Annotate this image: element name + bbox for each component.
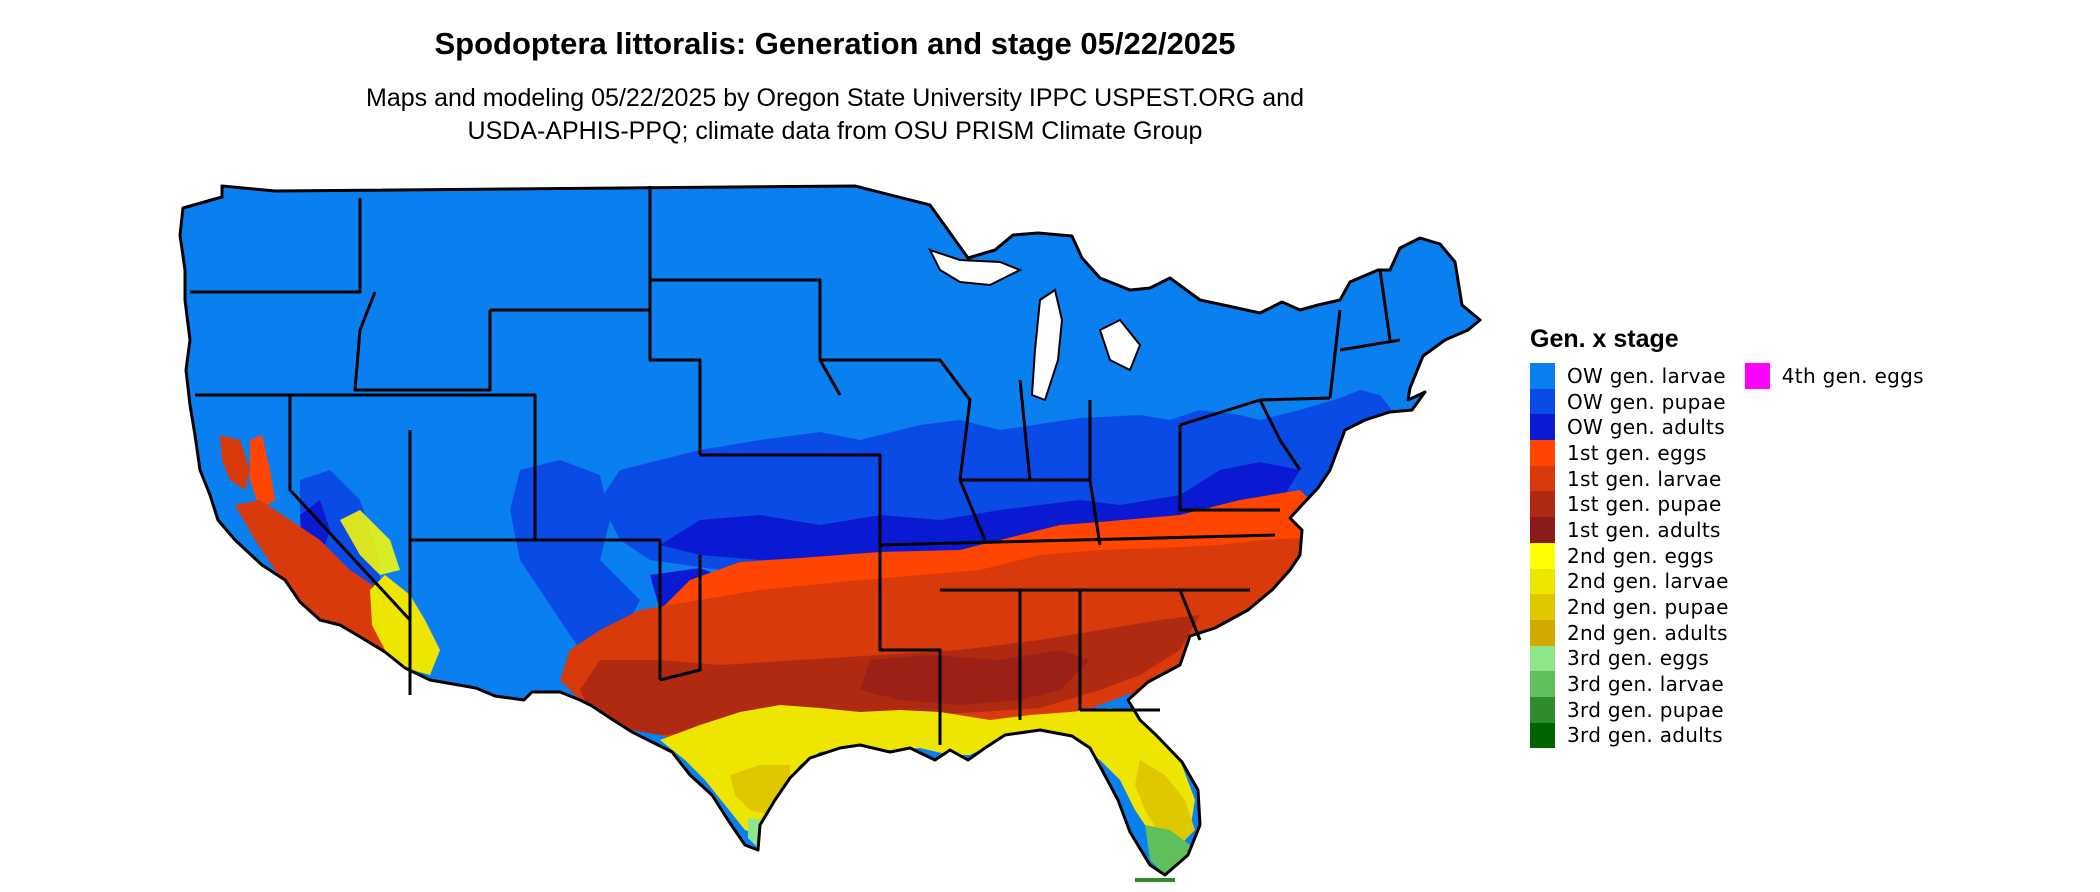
legend-swatch bbox=[1530, 491, 1555, 518]
legend-columns: OW gen. larvae OW gen. pupae OW gen. adu… bbox=[1530, 363, 1924, 749]
legend-swatch bbox=[1530, 363, 1555, 389]
legend-swatch bbox=[1530, 645, 1555, 672]
legend-item: 4th gen. eggs bbox=[1744, 363, 1924, 389]
legend-swatch bbox=[1744, 363, 1770, 389]
legend-label: 3rd gen. adults bbox=[1567, 723, 1723, 748]
legend-label: 1st gen. larvae bbox=[1567, 466, 1722, 491]
map-subtitle-line-2: USDA-APHIS-PPQ; climate data from OSU PR… bbox=[467, 117, 1203, 145]
legend-item: 2nd gen. larvae bbox=[1530, 568, 1729, 595]
legend-item: OW gen. pupae bbox=[1530, 388, 1729, 415]
legend-label: 2nd gen. pupae bbox=[1567, 595, 1729, 620]
legend: Gen. x stage OW gen. larvae OW gen. pupa… bbox=[1530, 325, 1924, 749]
legend-item: 1st gen. adults bbox=[1530, 517, 1729, 543]
legend-label: OW gen. adults bbox=[1567, 415, 1725, 440]
legend-item: 1st gen. pupae bbox=[1530, 491, 1729, 518]
legend-item: 1st gen. larvae bbox=[1530, 465, 1729, 492]
legend-item: OW gen. adults bbox=[1530, 414, 1729, 441]
legend-label: 1st gen. eggs bbox=[1567, 440, 1707, 465]
legend-swatch bbox=[1530, 414, 1555, 441]
legend-label: OW gen. pupae bbox=[1567, 389, 1726, 414]
legend-item: 2nd gen. eggs bbox=[1530, 542, 1729, 569]
legend-item: 3rd gen. pupae bbox=[1530, 696, 1729, 723]
legend-swatch bbox=[1530, 722, 1555, 749]
map-title: Spodoptera littoralis: Generation and st… bbox=[434, 26, 1236, 61]
legend-label: 2nd gen. eggs bbox=[1567, 543, 1714, 568]
legend-column-2: 4th gen. eggs bbox=[1744, 363, 1924, 748]
legend-swatch bbox=[1530, 696, 1555, 723]
legend-title: Gen. x stage bbox=[1530, 325, 1679, 353]
legend-swatch bbox=[1530, 542, 1555, 569]
legend-label: 3rd gen. pupae bbox=[1567, 697, 1724, 722]
legend-label: 3rd gen. larvae bbox=[1567, 672, 1724, 697]
legend-column-1: OW gen. larvae OW gen. pupae OW gen. adu… bbox=[1530, 363, 1729, 749]
legend-label: 4th gen. eggs bbox=[1781, 363, 1924, 388]
us-generation-stage-map bbox=[178, 184, 1482, 882]
legend-swatch bbox=[1530, 568, 1555, 595]
legend-swatch bbox=[1530, 440, 1555, 466]
legend-item: 2nd gen. pupae bbox=[1530, 594, 1729, 620]
legend-item: 3rd gen. adults bbox=[1530, 722, 1729, 749]
florida-keys bbox=[1135, 878, 1175, 882]
legend-item: 2nd gen. adults bbox=[1530, 619, 1729, 646]
legend-swatch bbox=[1530, 671, 1555, 697]
legend-label: 2nd gen. adults bbox=[1567, 620, 1728, 645]
map-subtitle-line-1: Maps and modeling 05/22/2025 by Oregon S… bbox=[366, 84, 1304, 112]
legend-label: 1st gen. pupae bbox=[1567, 492, 1722, 517]
legend-swatch bbox=[1530, 388, 1555, 415]
legend-swatch bbox=[1530, 465, 1555, 492]
legend-label: 3rd gen. eggs bbox=[1567, 646, 1710, 671]
legend-label: OW gen. larvae bbox=[1567, 363, 1726, 388]
legend-label: 1st gen. adults bbox=[1567, 517, 1721, 542]
legend-swatch bbox=[1530, 517, 1555, 543]
legend-item: 3rd gen. eggs bbox=[1530, 645, 1729, 672]
legend-item: 3rd gen. larvae bbox=[1530, 671, 1729, 697]
legend-item: OW gen. larvae bbox=[1530, 363, 1729, 389]
legend-swatch bbox=[1530, 594, 1555, 620]
legend-item: 1st gen. eggs bbox=[1530, 440, 1729, 466]
legend-label: 2nd gen. larvae bbox=[1567, 569, 1729, 594]
legend-swatch bbox=[1530, 619, 1555, 646]
